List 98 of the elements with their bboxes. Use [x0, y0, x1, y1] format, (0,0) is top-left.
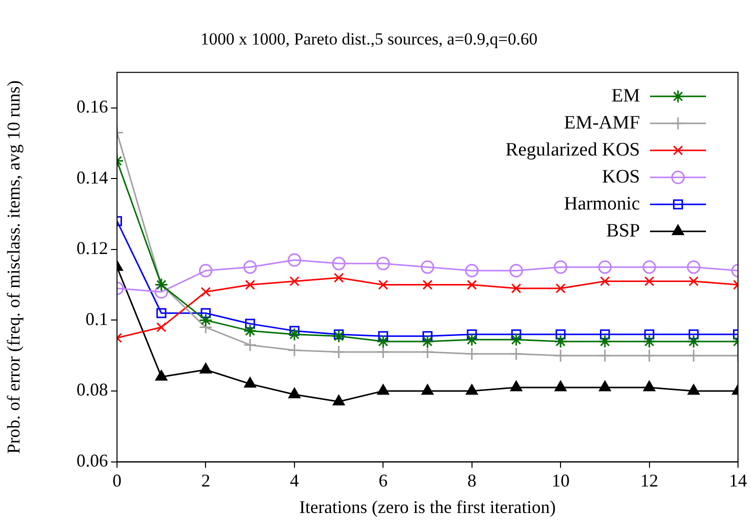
point [688, 276, 699, 286]
point [244, 377, 256, 388]
point [378, 331, 388, 342]
y-tick-label: 0.16 [76, 96, 108, 117]
point [332, 345, 346, 359]
point [200, 363, 212, 374]
y-tick-label: 0.06 [76, 450, 108, 471]
point [554, 348, 568, 362]
point [554, 380, 567, 392]
point [511, 283, 522, 294]
point [332, 329, 346, 343]
y-tick-label: 0.14 [76, 167, 108, 188]
point [245, 318, 256, 329]
point [466, 280, 477, 290]
point [554, 334, 568, 348]
legend-label: Regularized KOS [505, 139, 640, 160]
point [511, 329, 522, 340]
point [598, 380, 611, 392]
point [465, 264, 479, 278]
y-tick-label: 0.08 [76, 380, 108, 400]
y-tick-label: 0.12 [76, 238, 108, 258]
point [243, 324, 257, 338]
point [643, 380, 656, 392]
point [332, 394, 345, 406]
point [154, 285, 168, 299]
point [509, 347, 523, 361]
point [288, 253, 302, 267]
point [420, 345, 434, 359]
point [376, 334, 390, 348]
point [644, 329, 654, 340]
point [245, 280, 256, 290]
legend-label: KOS [602, 166, 640, 188]
legend-label: EM [612, 85, 640, 106]
point [198, 264, 212, 278]
point [422, 280, 432, 290]
y-axis-title: Prob. of error (freq. of misclass. items, avg 10 runs) [4, 80, 24, 454]
point [686, 260, 700, 274]
point [642, 334, 656, 348]
x-tick-label: 4 [290, 470, 299, 490]
point [422, 384, 434, 395]
point [332, 256, 346, 270]
x-tick-label: 12 [640, 470, 658, 490]
point [509, 332, 523, 346]
point [688, 384, 700, 395]
point [200, 308, 211, 318]
point [378, 280, 388, 290]
point [243, 260, 257, 274]
point [376, 256, 390, 270]
point [334, 329, 344, 340]
x-tick-label: 0 [112, 470, 122, 490]
point [556, 329, 566, 340]
point [465, 332, 479, 346]
point [289, 276, 300, 286]
y-tick-label: 0.1 [86, 308, 108, 329]
chart-title: 1000 x 1000, Pareto dist.,5 sources, a=0.9,q=0.60 [200, 30, 538, 49]
point [420, 260, 434, 274]
point [600, 276, 610, 286]
point [686, 334, 700, 348]
point [376, 345, 390, 359]
point [377, 384, 390, 395]
point [556, 283, 566, 294]
point [598, 348, 612, 362]
point [509, 264, 523, 278]
point [466, 384, 478, 395]
x-tick-label: 8 [467, 470, 476, 490]
x-tick-label: 2 [201, 470, 210, 490]
point [686, 348, 700, 362]
point [510, 380, 522, 392]
legend-label: EM-AMF [564, 112, 640, 134]
legend-label: Harmonic [564, 193, 640, 214]
point [642, 348, 656, 362]
point [288, 344, 302, 358]
point [422, 331, 432, 342]
x-axis-title: Iterations (zero is the first iteration) [299, 496, 556, 517]
point [465, 347, 479, 361]
point [334, 272, 344, 283]
point [598, 334, 612, 348]
point [598, 260, 612, 274]
point [289, 326, 300, 336]
point [198, 313, 212, 327]
point [288, 328, 302, 342]
point [644, 276, 654, 286]
point [642, 260, 656, 274]
point [156, 322, 166, 332]
point [156, 308, 166, 318]
x-tick-label: 10 [552, 470, 570, 490]
point [688, 329, 699, 340]
point [288, 388, 300, 398]
x-tick-label: 14 [729, 470, 747, 490]
legend-label: BSP [606, 220, 640, 242]
point [600, 329, 610, 340]
point [466, 329, 477, 340]
point [554, 260, 568, 274]
point [420, 334, 434, 348]
point [155, 370, 168, 381]
point [200, 286, 211, 297]
x-tick-label: 6 [378, 470, 388, 490]
point [243, 338, 257, 352]
